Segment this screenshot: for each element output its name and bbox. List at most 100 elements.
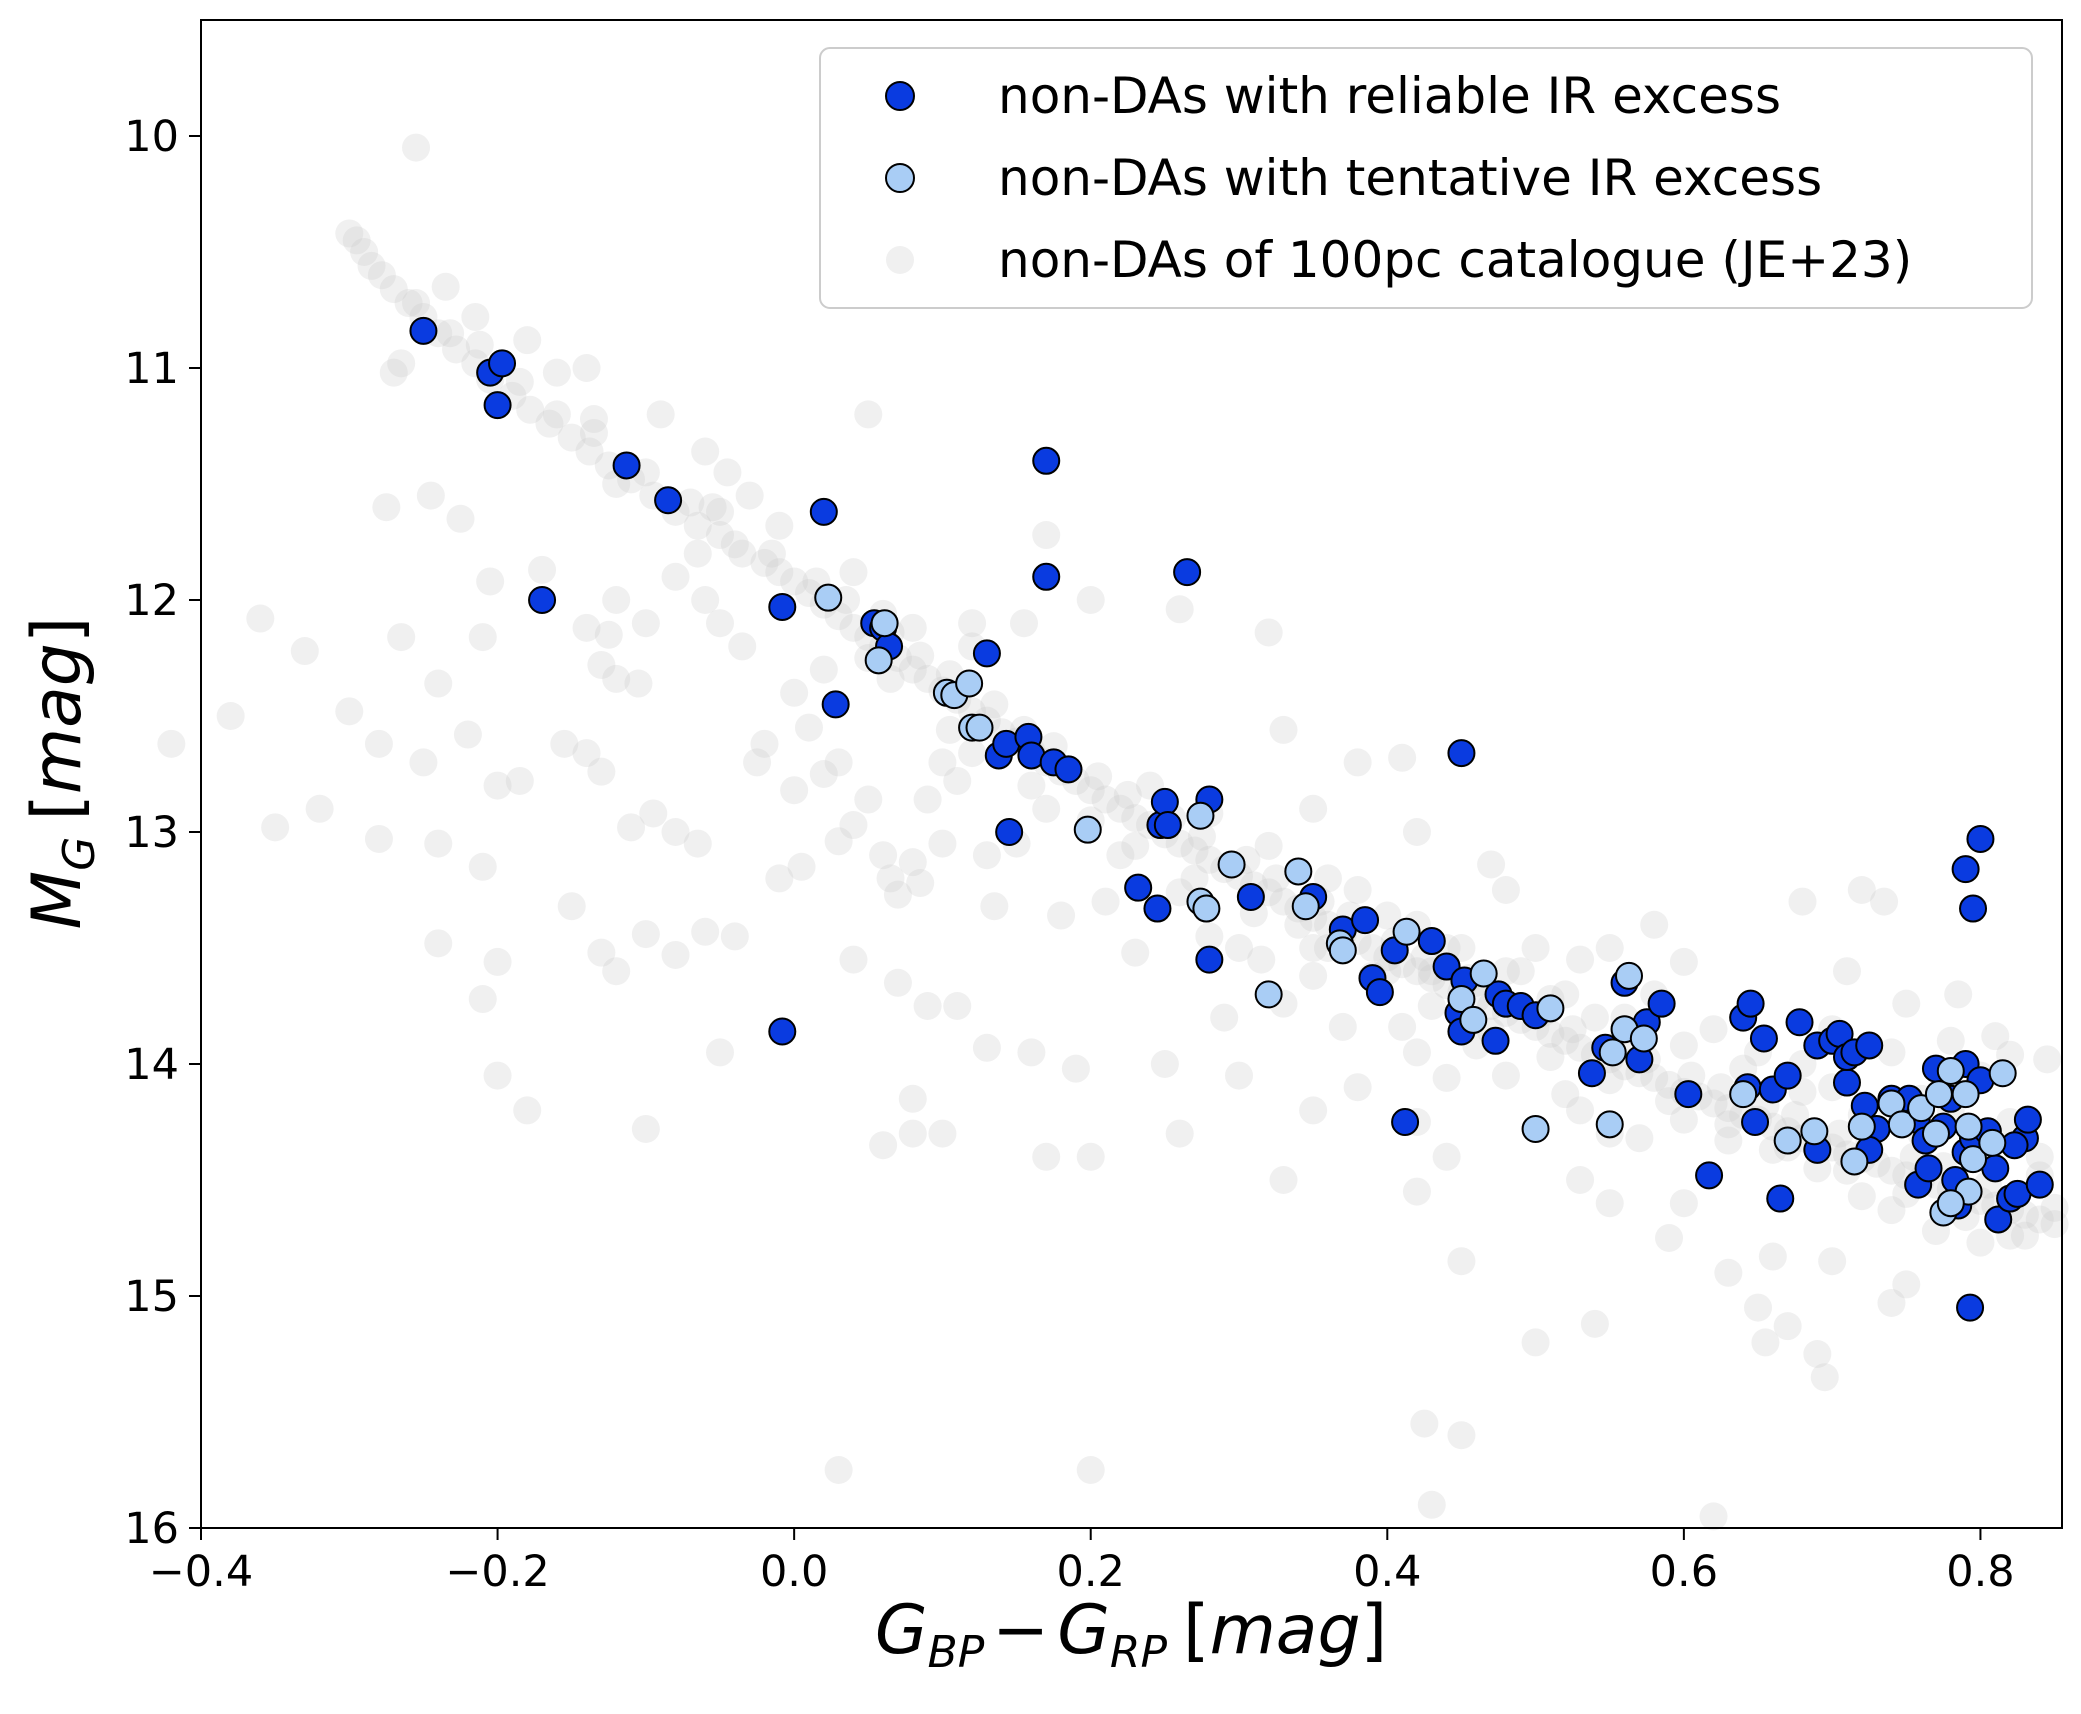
catalogue-point — [1847, 1182, 1876, 1211]
catalogue-point — [639, 799, 668, 828]
catalogue-point — [542, 400, 571, 429]
tentative-ir-point — [870, 609, 899, 638]
reliable-ir-point — [1956, 1293, 1985, 1322]
reliable-ir-point — [2025, 1170, 2054, 1199]
catalogue-point — [387, 349, 416, 378]
catalogue-point — [617, 813, 646, 842]
catalogue-point — [431, 272, 460, 301]
catalogue-point — [691, 437, 720, 466]
tentative-ir-point — [1800, 1117, 1829, 1146]
catalogue-point — [1402, 1177, 1431, 1206]
catalogue-point — [1195, 845, 1224, 874]
catalogue-point — [869, 1131, 898, 1160]
catalogue-point — [1566, 945, 1595, 974]
catalogue-point — [765, 864, 794, 893]
catalogue-point — [1017, 1038, 1046, 1067]
plot-frame — [200, 19, 2063, 1529]
legend-label-reliable: non-DAs with reliable IR excess — [998, 67, 1781, 125]
reliable-ir-point — [612, 451, 641, 480]
reliable-ir-point — [1577, 1059, 1606, 1088]
x-axis-ticks: −0.4 −0.2 0.0 0.2 0.4 0.6 0.8 — [149, 1528, 2015, 1597]
catalogue-point — [1714, 1126, 1743, 1155]
catalogue-point — [1810, 1363, 1839, 1392]
x-tick-label: 0.0 — [760, 1547, 828, 1597]
catalogue-point — [691, 917, 720, 946]
catalogue-point — [1447, 1421, 1476, 1450]
catalogue-point — [1247, 945, 1276, 974]
catalogue-point — [1410, 1409, 1439, 1438]
catalogue-point — [1936, 1026, 1965, 1055]
tentative-ir-point — [1847, 1112, 1876, 1141]
catalogue-point — [787, 852, 816, 881]
catalogue-point — [706, 609, 735, 638]
catalogue-point — [1254, 831, 1283, 860]
catalogue-point — [1269, 1166, 1298, 1194]
catalogue-point — [594, 620, 623, 649]
catalogue-point — [735, 481, 764, 510]
catalogue-point — [1832, 957, 1861, 986]
tentative-ir-point — [1924, 1080, 1953, 1109]
catalogue-point — [1299, 1096, 1328, 1125]
tentative-ir-point — [1284, 857, 1313, 886]
catalogue-point — [535, 409, 564, 438]
catalogue-point — [720, 922, 749, 951]
catalogue-point — [631, 609, 660, 638]
reliable-ir-point — [1674, 1080, 1703, 1109]
catalogue-point — [943, 992, 972, 1020]
catalogue-point — [1061, 1054, 1090, 1083]
catalogue-point — [446, 504, 475, 533]
y-tick-label: 11 — [124, 344, 179, 394]
catalogue-point — [372, 493, 401, 522]
catalogue-point — [757, 539, 786, 568]
catalogue-point — [898, 848, 927, 877]
catalogue-point — [676, 488, 705, 517]
catalogue-point — [631, 1114, 660, 1143]
catalogue-point — [898, 1084, 927, 1113]
catalogue-point — [587, 757, 616, 786]
tentative-ir-point — [965, 713, 994, 742]
catalogue-point — [416, 481, 445, 510]
catalogue-point — [290, 637, 319, 666]
catalogue-point — [1402, 957, 1431, 986]
reliable-ir-point — [1150, 787, 1179, 816]
catalogue-point — [958, 739, 987, 768]
legend: non-DAs with reliable IR excess non-DAs … — [819, 47, 2033, 309]
legend-label-tentative: non-DAs with tentative IR excess — [998, 149, 1822, 207]
catalogue-point — [809, 760, 838, 788]
reliable-ir-point — [1124, 873, 1153, 902]
catalogue-point — [1121, 938, 1150, 967]
reliable-ir-point — [1766, 1184, 1795, 1213]
catalogue-point — [468, 852, 497, 881]
catalogue-point — [1944, 980, 1973, 1009]
reliable-ir-point — [1951, 855, 1980, 884]
catalogue-point — [468, 985, 497, 1014]
catalogue-point — [1106, 794, 1135, 823]
catalogue-point — [1580, 1003, 1609, 1032]
reliable-ir-point — [1365, 978, 1394, 1007]
tentative-ir-point — [1192, 894, 1221, 923]
catalogue-point — [876, 864, 905, 893]
catalogue-point — [2040, 1193, 2069, 1222]
catalogue-point — [972, 1033, 1001, 1062]
tentative-ir-point — [1978, 1128, 2007, 1157]
catalogue-point — [1091, 887, 1120, 916]
catalogue-point — [1210, 1003, 1239, 1032]
catalogue-point — [1640, 910, 1669, 939]
catalogue-point — [624, 669, 653, 698]
catalogue-point — [453, 720, 482, 749]
catalogue-point — [661, 562, 690, 591]
catalogue-point — [572, 613, 601, 642]
y-tick-label: 12 — [124, 576, 179, 626]
catalogue-point — [750, 548, 779, 577]
catalogue-point — [906, 641, 935, 670]
catalogue-point — [1551, 1026, 1580, 1055]
reliable-ir-point — [1417, 927, 1446, 956]
reliable-ir-point — [809, 497, 838, 526]
legend-box — [819, 47, 2033, 309]
catalogue-point — [1669, 947, 1698, 976]
catalogue-point — [913, 785, 942, 814]
catalogue-point — [646, 400, 675, 429]
reliable-ir-point — [1647, 989, 1676, 1018]
tentative-ir-point — [1629, 1024, 1658, 1053]
